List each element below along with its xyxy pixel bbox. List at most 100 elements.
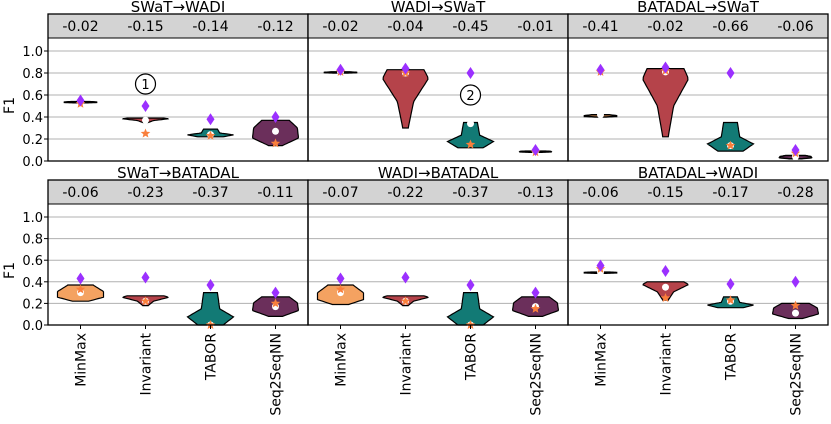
- violin-TABOR: [446, 121, 495, 149]
- delta-label: -0.15: [127, 19, 163, 35]
- diamond-marker: [336, 272, 345, 285]
- y-tick-label: 0.2: [22, 297, 43, 312]
- violin-TABOR: [446, 292, 495, 326]
- delta-label: -0.11: [257, 185, 293, 201]
- y-tick-label: 0.8: [22, 67, 43, 82]
- delta-label: -0.02: [62, 19, 98, 35]
- x-tick-label: TABOR: [204, 333, 220, 381]
- star-marker: [205, 130, 216, 140]
- delta-label: -0.13: [517, 185, 553, 201]
- delta-label: -0.06: [777, 19, 813, 35]
- star-marker: [400, 296, 411, 306]
- star-marker: [335, 284, 346, 294]
- panel-title: SWaT→BATADAL: [117, 164, 240, 182]
- panel-frame: [567, 13, 829, 162]
- violin-Invariant: [642, 281, 689, 301]
- star-marker: [530, 303, 541, 313]
- delta-band: [308, 14, 568, 38]
- y-tick-label: 0.8: [22, 233, 43, 248]
- annotation-circle: [134, 73, 157, 95]
- panel-frame: [567, 179, 829, 326]
- x-tick-label: Seq2SeqNN: [269, 333, 285, 416]
- delta-label: -0.66: [712, 19, 748, 35]
- delta-label: -0.37: [192, 185, 228, 201]
- diamond-marker: [596, 63, 605, 76]
- median-dot: [272, 127, 279, 135]
- panel-6: BATADAL→WADI -0.06 -0.15 -0.17 -0.28 MinMax In…: [567, 164, 829, 416]
- delta-label: -0.07: [322, 185, 358, 201]
- diamond-marker: [206, 113, 215, 126]
- y-tick-label: 0.0: [22, 155, 43, 170]
- violin-Invariant: [382, 69, 429, 129]
- y-axis-label: F1: [2, 262, 18, 279]
- x-tick-label: Seq2SeqNN: [789, 333, 805, 416]
- delta-label: -0.15: [647, 185, 683, 201]
- diamond-marker: [661, 61, 670, 74]
- panel-title: BATADAL→SWaT: [637, 0, 760, 16]
- diamond-marker: [76, 272, 85, 285]
- diamond-marker: [466, 279, 475, 292]
- violin-Invariant: [642, 68, 689, 138]
- delta-band: [308, 180, 568, 204]
- median-dot: [662, 283, 669, 291]
- delta-label: -0.45: [452, 19, 488, 35]
- delta-label: -0.37: [452, 185, 488, 201]
- star-marker: [465, 139, 476, 149]
- y-tick-label: 0.4: [22, 111, 43, 126]
- diamond-marker: [271, 286, 280, 299]
- diamond-marker: [141, 271, 150, 284]
- panel-3: BATADAL→SWaT -0.41 -0.02 -0.66 -0.06: [567, 0, 829, 162]
- delta-label: -0.14: [192, 19, 228, 35]
- y-tick-label: 0.4: [22, 276, 43, 291]
- panel-title: WADI→SWaT: [391, 0, 486, 16]
- violin-TABOR: [186, 292, 235, 326]
- panel-1: SWaT→WADI 1 -0.02 -0.15 -0.14 -0.12: [47, 0, 309, 162]
- diamond-marker: [271, 111, 280, 123]
- panel-4: SWaT→BATADAL -0.06 -0.23 -0.37 -0.11 MinMax In…: [47, 164, 309, 416]
- delta-label: -0.28: [777, 185, 813, 201]
- panel-5: WADI→BATADAL -0.07 -0.22 -0.37 -0.13 MinMax In…: [307, 164, 569, 416]
- y-tick-label: 0.2: [22, 133, 43, 148]
- diamond-marker: [336, 63, 345, 76]
- diamond-marker: [661, 265, 670, 277]
- x-tick-label: TABOR: [464, 333, 480, 381]
- diamond-marker: [401, 62, 410, 75]
- annotation-circle: [459, 84, 482, 106]
- delta-label: -0.23: [127, 185, 163, 201]
- y-tick-label: 1.0: [22, 45, 43, 60]
- median-dot: [792, 309, 799, 317]
- diamond-marker: [466, 67, 475, 79]
- y-tick-label: 0.6: [22, 254, 43, 269]
- y-tick-label: 0.6: [22, 89, 43, 104]
- diamond-marker: [531, 144, 540, 156]
- star-marker: [725, 140, 736, 150]
- delta-band: [568, 14, 828, 38]
- x-tick-label: Seq2SeqNN: [529, 333, 545, 416]
- annotation-label: 1: [141, 78, 149, 93]
- median-dot: [142, 116, 149, 124]
- diamond-marker: [531, 286, 540, 299]
- delta-label: -0.41: [582, 19, 618, 35]
- delta-label: -0.17: [712, 185, 748, 201]
- x-tick-label: Invariant: [139, 332, 155, 395]
- diamond-marker: [726, 67, 735, 79]
- median-dot: [597, 111, 604, 119]
- panel-2: WADI→SWaT 2 -0.02 -0.04 -0.45 -0.01: [307, 0, 569, 162]
- diamond-marker: [76, 94, 85, 107]
- star-marker: [270, 138, 281, 148]
- violin-TABOR: [706, 121, 755, 152]
- median-dot: [467, 120, 474, 128]
- star-marker: [270, 298, 281, 308]
- star-marker: [140, 296, 151, 306]
- delta-label: -0.06: [62, 185, 98, 201]
- x-tick-label: MinMax: [74, 333, 90, 387]
- delta-label: -0.04: [387, 19, 423, 35]
- star-marker: [660, 293, 671, 302]
- delta-label: -0.22: [387, 185, 423, 201]
- y-tick-label: 0.0: [22, 319, 43, 334]
- y-tick-label: 1.0: [22, 211, 43, 226]
- x-tick-label: Invariant: [399, 332, 415, 395]
- delta-label: -0.01: [517, 19, 553, 35]
- x-tick-label: MinMax: [594, 333, 610, 387]
